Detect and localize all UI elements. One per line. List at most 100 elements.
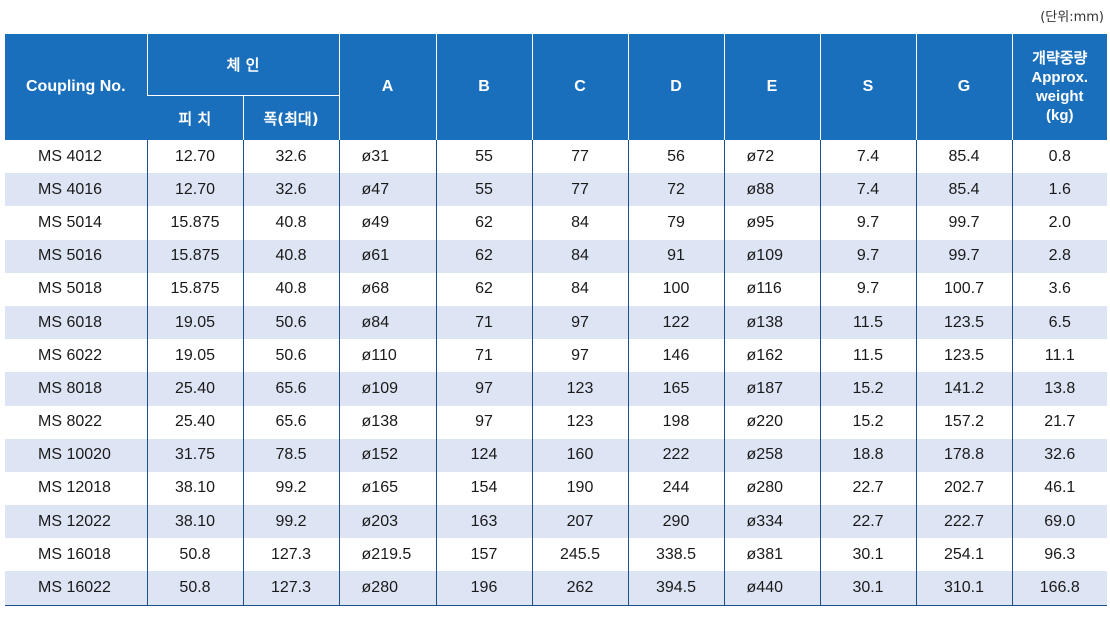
cell-b: 196: [435, 571, 533, 606]
cell-pitch: 25.40: [146, 405, 243, 439]
cell-a: ø31: [338, 140, 437, 174]
cell-d: 100: [627, 272, 725, 306]
cell-e: ø138: [723, 305, 821, 340]
cell-a: ø49: [338, 206, 437, 240]
cell-c: 84: [531, 239, 629, 273]
cell-e: ø162: [723, 339, 821, 373]
cell-s: 9.7: [819, 272, 917, 306]
cell-e: ø116: [723, 272, 821, 306]
header-a: A: [338, 34, 437, 140]
cell-b: 71: [435, 305, 533, 340]
cell-no: MS 5014: [38, 213, 103, 231]
cell-e: ø280: [723, 471, 821, 506]
cell-e: ø258: [723, 438, 821, 472]
cell-w: 2.8: [1011, 239, 1108, 273]
cell-width: 127.3: [242, 538, 340, 572]
cell-e: ø72: [723, 140, 821, 174]
table-row: MS 6018 19.05 50.6 ø84 71 97 122 ø138 11.5 123.5 6…: [5, 305, 1108, 340]
cell-e: ø95: [723, 206, 821, 240]
cell-b: 62: [435, 206, 533, 240]
cell-b: 157: [435, 538, 533, 572]
cell-c: 123: [531, 405, 629, 439]
header-weight-en1: Approx.: [1031, 69, 1089, 86]
cell-d: 79: [627, 206, 725, 240]
header-d: D: [627, 34, 725, 140]
cell-pitch: 25.40: [146, 372, 243, 406]
table-row: MS 4012 12.70 32.6 ø31 55 77 56 ø72 7.4 85.4 0.8: [5, 140, 1108, 174]
cell-s: 7.4: [819, 173, 917, 207]
cell-g: 157.2: [915, 405, 1013, 439]
cell-b: 55: [435, 173, 533, 207]
header-coupling-no: Coupling No.: [5, 34, 147, 140]
cell-no: MS 4012: [38, 147, 103, 165]
cell-s: 22.7: [819, 471, 917, 506]
cell-c: 245.5: [531, 538, 629, 572]
cell-no: MS 16018: [38, 545, 111, 563]
cell-e: ø109: [723, 239, 821, 273]
cell-a: ø165: [338, 471, 437, 506]
cell-width: 50.6: [242, 305, 340, 340]
cell-g: 99.7: [915, 206, 1013, 240]
cell-a: ø47: [338, 173, 437, 207]
cell-c: 262: [531, 571, 629, 606]
header-weight-en2: weight: [1036, 88, 1084, 105]
header-chain: 체 인: [146, 34, 340, 96]
cell-width: 78.5: [242, 438, 340, 472]
cell-pitch: 15.875: [146, 206, 243, 240]
cell-g: 123.5: [915, 339, 1013, 373]
cell-w: 69.0: [1011, 505, 1108, 539]
cell-no: MS 5018: [38, 280, 103, 298]
cell-s: 11.5: [819, 305, 917, 340]
cell-e: ø440: [723, 571, 821, 606]
table-body: MS 4012 12.70 32.6 ø31 55 77 56 ø72 7.4 85.4 0.8 MS…: [5, 140, 1108, 606]
cell-width: 65.6: [242, 405, 340, 439]
cell-d: 290: [627, 505, 725, 539]
cell-c: 77: [531, 173, 629, 207]
cell-s: 30.1: [819, 571, 917, 606]
cell-s: 22.7: [819, 505, 917, 539]
cell-s: 15.2: [819, 405, 917, 439]
cell-no: MS 5016: [5, 239, 147, 273]
cell-g: 100.7: [915, 272, 1013, 306]
cell-a: ø84: [338, 305, 437, 340]
cell-a: ø110: [338, 339, 437, 373]
cell-e: ø381: [723, 538, 821, 572]
cell-a: ø280: [338, 571, 437, 606]
cell-b: 97: [435, 372, 533, 406]
table-row: MS 12018 38.10 99.2 ø165 154 190 244 ø280 22.7 20…: [5, 471, 1108, 506]
cell-s: 11.5: [819, 339, 917, 373]
cell-d: 244: [627, 471, 725, 506]
cell-e: ø187: [723, 372, 821, 406]
cell-b: 163: [435, 505, 533, 539]
cell-pitch: 15.875: [146, 239, 243, 273]
cell-pitch: 12.70: [146, 173, 243, 207]
cell-width: 99.2: [242, 505, 340, 539]
cell-no: MS 6018: [5, 305, 147, 340]
cell-width: 40.8: [242, 239, 340, 273]
cell-g: 85.4: [915, 173, 1013, 207]
cell-g: 123.5: [915, 305, 1013, 340]
cell-g: 202.7: [915, 471, 1013, 506]
cell-d: 91: [627, 239, 725, 273]
cell-g: 254.1: [915, 538, 1013, 572]
cell-a: ø203: [338, 505, 437, 539]
cell-width: 50.6: [242, 339, 340, 373]
cell-d: 198: [627, 405, 725, 439]
cell-w: 0.8: [1011, 140, 1108, 174]
cell-s: 15.2: [819, 372, 917, 406]
cell-width: 32.6: [242, 140, 340, 174]
table-row: MS 4016 12.70 32.6 ø47 55 77 72 ø88 7.4 85.4 1.6: [5, 173, 1108, 207]
cell-no: MS 8018: [5, 372, 147, 406]
cell-pitch: 50.8: [146, 571, 243, 606]
unit-note: (단위:mm): [1040, 10, 1104, 25]
cell-g: 85.4: [915, 140, 1013, 174]
header-width: 폭(최대): [242, 95, 340, 140]
cell-d: 72: [627, 173, 725, 207]
cell-s: 9.7: [819, 206, 917, 240]
cell-no: MS 12022: [5, 505, 147, 539]
cell-no: MS 6022: [38, 346, 103, 364]
cell-a: ø61: [338, 239, 437, 273]
table-row: MS 5016 15.875 40.8 ø61 62 84 91 ø109 9.7 99.7 2.8: [5, 239, 1108, 273]
cell-d: 165: [627, 372, 725, 406]
cell-a: ø152: [338, 438, 437, 472]
